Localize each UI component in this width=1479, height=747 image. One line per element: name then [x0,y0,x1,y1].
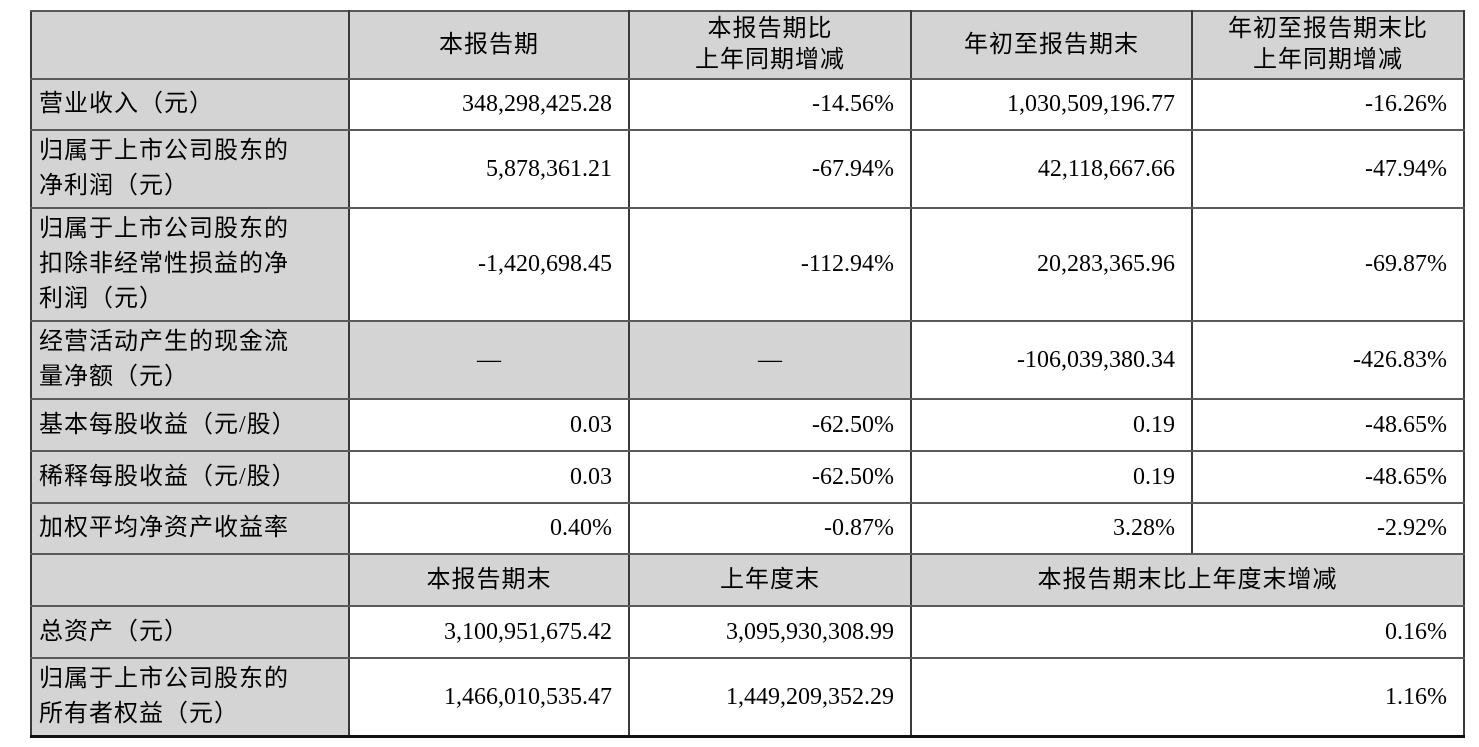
key-financials-table: 本报告期 本报告期比 上年同期增减 年初至报告期末 年初至报告期末比 上年同期增… [30,10,1465,738]
table-header-row-2: 本报告期末 上年度末 本报告期末比上年度末增减 [30,553,1465,607]
row-label: 归属于上市公司股东的 扣除非经常性损益的净 利润（元） [30,207,350,322]
cell-ytd: 20,283,365.96 [910,207,1193,322]
cell-ytd: 0.19 [910,398,1193,452]
financial-summary: 本报告期 本报告期比 上年同期增减 年初至报告期末 年初至报告期末比 上年同期增… [30,10,1465,738]
cell-prev-year-end: 3,095,930,308.99 [628,605,912,659]
table-header-row: 本报告期 本报告期比 上年同期增减 年初至报告期末 年初至报告期末比 上年同期增… [30,10,1465,80]
cell-ytd-change: -48.65% [1191,398,1465,452]
cell-current-period: 0.03 [348,398,630,452]
cell-ytd-change: -69.87% [1191,207,1465,322]
header-period-end-vs-prev-year-change: 本报告期末比上年度末增减 [910,553,1465,607]
header-current-period: 本报告期 [348,10,630,80]
header-blank [30,10,350,80]
header-blank-2 [30,553,350,607]
cell-current-period: — [348,320,630,400]
cell-ytd: 0.19 [910,450,1193,504]
cell-ytd: 1,030,509,196.77 [910,78,1193,131]
cell-current-period-change: -67.94% [628,129,912,209]
cell-ytd-change: -2.92% [1191,502,1465,555]
row-label: 加权平均净资产收益率 [30,502,350,555]
cell-current-period: 0.40% [348,502,630,555]
cell-ytd-change: -48.65% [1191,450,1465,504]
cell-change: 0.16% [910,605,1465,659]
cell-change: 1.16% [910,657,1465,738]
cell-current-period-change: — [628,320,912,400]
cell-ytd: -106,039,380.34 [910,320,1193,400]
cell-current-period: -1,420,698.45 [348,207,630,322]
table-row-diluted-eps: 稀释每股收益（元/股） 0.03 -62.50% 0.19 -48.65% [30,450,1465,504]
row-label: 总资产（元） [30,605,350,659]
header-ytd-yoy-change: 年初至报告期末比 上年同期增减 [1191,10,1465,80]
cell-current-period-change: -0.87% [628,502,912,555]
cell-current-period-change: -14.56% [628,78,912,131]
cell-current-period: 0.03 [348,450,630,504]
row-label: 经营活动产生的现金流 量净额（元） [30,320,350,400]
cell-ytd: 42,118,667.66 [910,129,1193,209]
table-row-weighted-avg-roe: 加权平均净资产收益率 0.40% -0.87% 3.28% -2.92% [30,502,1465,555]
table-row-basic-eps: 基本每股收益（元/股） 0.03 -62.50% 0.19 -48.65% [30,398,1465,452]
cell-ytd-change: -16.26% [1191,78,1465,131]
cell-ytd-change: -47.94% [1191,129,1465,209]
row-label: 基本每股收益（元/股） [30,398,350,452]
cell-current-period-change: -62.50% [628,398,912,452]
row-label: 归属于上市公司股东的 所有者权益（元） [30,657,350,738]
header-current-period-yoy-change: 本报告期比 上年同期增减 [628,10,912,80]
cell-period-end: 3,100,951,675.42 [348,605,630,659]
header-period-end: 本报告期末 [348,553,630,607]
cell-ytd: 3.28% [910,502,1193,555]
header-ytd: 年初至报告期末 [910,10,1193,80]
header-prev-year-end: 上年度末 [628,553,912,607]
row-label: 营业收入（元） [30,78,350,131]
cell-prev-year-end: 1,449,209,352.29 [628,657,912,738]
table-row-owners-equity: 归属于上市公司股东的 所有者权益（元） 1,466,010,535.47 1,4… [30,657,1465,738]
cell-current-period-change: -112.94% [628,207,912,322]
cell-current-period-change: -62.50% [628,450,912,504]
table-row-net-profit-excl-nonrecurring: 归属于上市公司股东的 扣除非经常性损益的净 利润（元） -1,420,698.4… [30,207,1465,322]
table-row-total-assets: 总资产（元） 3,100,951,675.42 3,095,930,308.99… [30,605,1465,659]
table-row-net-profit: 归属于上市公司股东的 净利润（元） 5,878,361.21 -67.94% 4… [30,129,1465,209]
cell-ytd-change: -426.83% [1191,320,1465,400]
row-label: 稀释每股收益（元/股） [30,450,350,504]
table-row-operating-cash-flow: 经营活动产生的现金流 量净额（元） — — -106,039,380.34 -4… [30,320,1465,400]
cell-period-end: 1,466,010,535.47 [348,657,630,738]
cell-current-period: 5,878,361.21 [348,129,630,209]
cell-current-period: 348,298,425.28 [348,78,630,131]
table-row-revenue: 营业收入（元） 348,298,425.28 -14.56% 1,030,509… [30,78,1465,131]
row-label: 归属于上市公司股东的 净利润（元） [30,129,350,209]
